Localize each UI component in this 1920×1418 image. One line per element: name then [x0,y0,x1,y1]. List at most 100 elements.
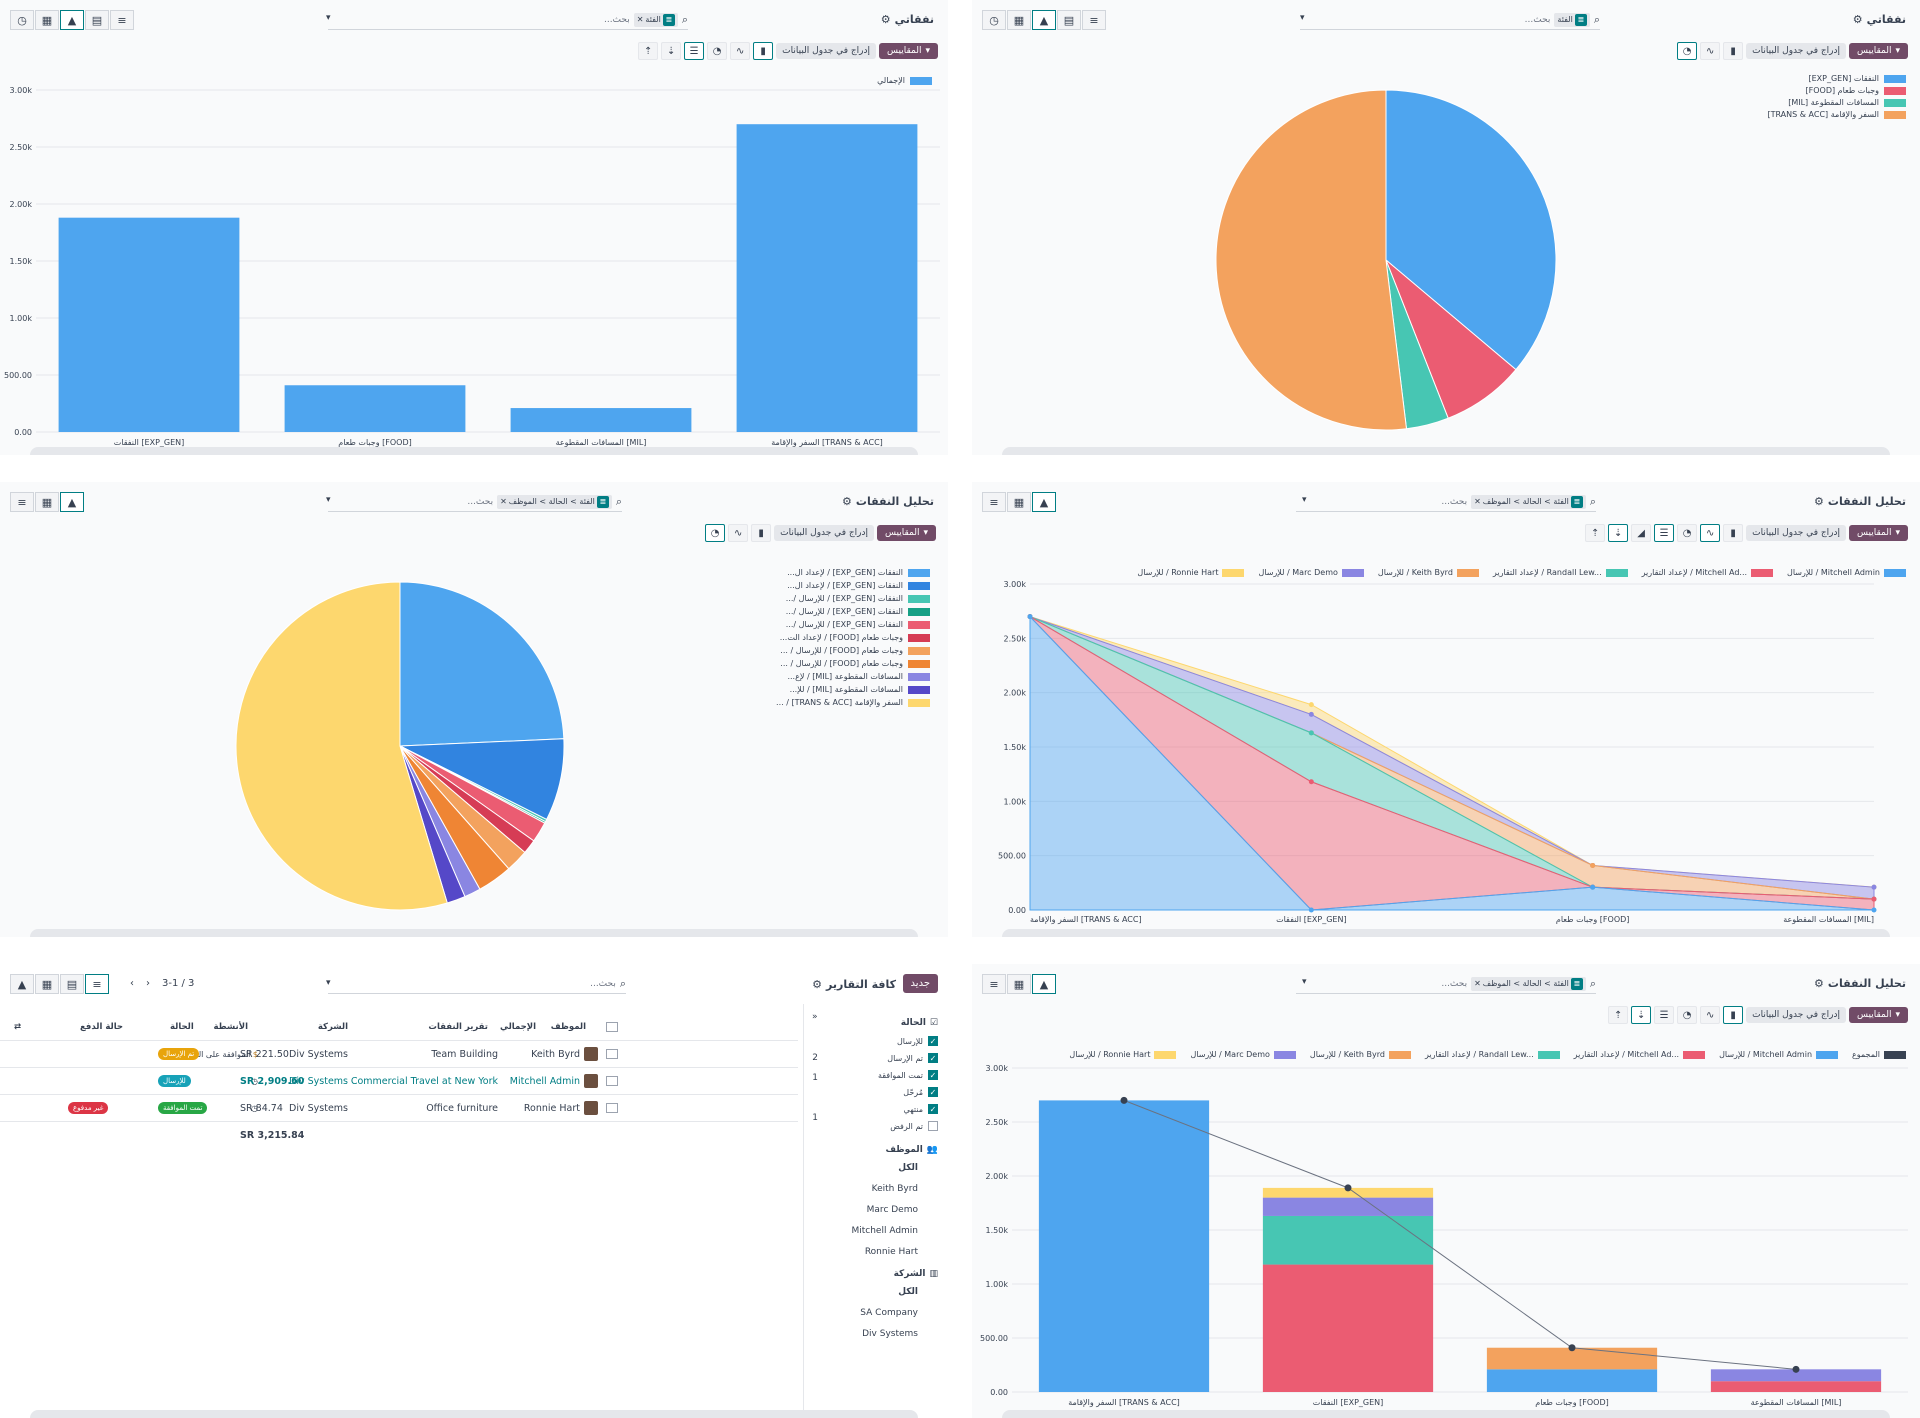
measures-button[interactable]: المقاييس ▾ [1849,1007,1908,1023]
scrollbar[interactable] [1002,447,1890,455]
activity-cell[interactable]: $ الموافقة على النفقة [183,1049,258,1059]
table-row[interactable]: Keith Byrd Team Building Div Systems $ ا… [0,1041,798,1068]
legend-item[interactable]: لإعداد التقارير / Mitchell Ad... [1642,568,1774,577]
kanban-view-button[interactable]: ▤ [60,974,84,994]
legend-item[interactable]: النفقات [EXP_GEN] / للإرسال /... [776,620,930,629]
collapse-icon[interactable]: « [812,1012,818,1022]
pie-chart-icon[interactable]: ◔ [1677,1006,1698,1024]
insert-spreadsheet-button[interactable]: إدراج في جدول البيانات [1746,525,1847,541]
list-view-button[interactable]: ≡ [982,492,1006,512]
search-input[interactable]: بحث... [467,496,494,507]
legend-item[interactable]: للإرسال / Marc Demo [1190,1050,1296,1059]
close-icon[interactable]: ✕ [636,15,644,24]
legend-item[interactable]: المسافات المقطوعة [MIL] [1767,98,1906,107]
kanban-view-button[interactable]: ▤ [85,10,109,30]
status-filter-item[interactable]: ✓ للإرسال [814,1036,938,1046]
gear-icon[interactable]: ⚙ [812,978,823,991]
line-chart-icon[interactable]: ∿ [1700,1006,1721,1024]
search-input[interactable]: بحث... [590,978,616,989]
scrollbar[interactable] [30,929,918,937]
activity-cell[interactable]: ◷ [251,1103,258,1113]
graph-view-button[interactable]: ▲ [10,974,34,994]
pivot-view-button[interactable]: ▦ [35,974,59,994]
gear-icon[interactable]: ⚙ [1814,495,1824,508]
measures-button[interactable]: المقاييس ▾ [1849,525,1908,541]
employee-filter-item[interactable]: Keith Byrd [871,1184,918,1194]
insert-spreadsheet-button[interactable]: إدراج في جدول البيانات [1746,43,1847,59]
chevron-down-icon[interactable]: ▾ [326,978,331,988]
filter-checkbox[interactable]: ✓ [928,1087,938,1097]
bar-chart-icon[interactable]: ▮ [1723,1006,1744,1024]
ascending-icon[interactable]: ⇡ [1608,1006,1629,1024]
measures-button[interactable]: المقاييس ▾ [1849,43,1908,59]
search-icon[interactable]: ⌕ [681,12,688,26]
chevron-down-icon[interactable]: ▾ [326,13,331,23]
search-input[interactable]: بحث... [1441,496,1468,507]
row-checkbox[interactable] [606,1076,618,1086]
status-filter-item[interactable]: ✓ تمت الموافقة [814,1070,938,1080]
status-filter-item[interactable]: ✓ تم الإرسال [814,1053,938,1063]
list-view-button[interactable]: ≡ [1082,10,1106,30]
pie-chart-icon[interactable]: ◔ [705,524,726,542]
status-filter-item[interactable]: ✓ مُرحّل [814,1087,938,1097]
table-row[interactable]: Ronnie Hart Office furniture Div Systems… [0,1095,798,1122]
company-column-header[interactable]: الشركة [317,1022,348,1032]
legend-item[interactable]: المسافات المقطوعة [MIL] / للإ... [776,685,930,694]
legend-item[interactable]: للإرسال / Keith Byrd [1378,568,1479,577]
legend-item[interactable]: الإجمالي [877,76,932,85]
report-column-header[interactable]: تقرير النفقات [428,1022,488,1032]
pie-chart-icon[interactable]: ◔ [1677,524,1698,542]
legend-item[interactable]: للإرسال / Mitchell Admin [1719,1050,1839,1059]
stacked-icon[interactable]: ☰ [1654,524,1675,542]
legend-item[interactable]: للإرسال / Ronnie Hart [1137,568,1245,577]
legend-item[interactable]: وجبات طعام [FOOD] / لإعداد الت... [776,633,930,642]
employee-filter-item[interactable]: Mitchell Admin [851,1226,918,1236]
employee-filter-item[interactable]: الكل [898,1163,918,1173]
search-icon[interactable]: ⌕ [615,494,622,508]
close-icon[interactable]: ✕ [500,497,507,506]
pivot-view-button[interactable]: ▦ [35,492,59,512]
status-filter-item[interactable]: تم الرفض [814,1121,938,1131]
list-view-button[interactable]: ≡ [85,974,109,994]
filter-checkbox[interactable]: ✓ [928,1070,938,1080]
close-icon[interactable]: ✕ [1474,979,1481,988]
scrollbar[interactable] [1002,929,1890,937]
legend-item[interactable]: النفقات [EXP_GEN] [1767,74,1906,83]
legend-item[interactable]: لإعداد التقارير / Randall Lew... [1425,1050,1560,1059]
employee-column-header[interactable]: الموظف [550,1022,586,1032]
search-icon[interactable]: ⌕ [1593,12,1600,26]
legend-item[interactable]: المجموع [1852,1050,1906,1059]
pivot-view-button[interactable]: ▦ [1007,974,1031,994]
employee-filter-item[interactable]: Marc Demo [866,1205,918,1215]
legend-item[interactable]: النفقات [EXP_GEN] / للإرسال /... [776,607,930,616]
company-filter-item[interactable]: SA Company [860,1308,918,1318]
measures-button[interactable]: المقاييس ▾ [877,525,936,541]
kanban-view-button[interactable]: ▤ [1057,10,1081,30]
status-filter-item[interactable]: ✓ منتهي [814,1104,938,1114]
legend-item[interactable]: النفقات [EXP_GEN] / لإعداد ال... [776,568,930,577]
legend-item[interactable]: للإرسال / Ronnie Hart [1069,1050,1177,1059]
insert-spreadsheet-button[interactable]: إدراج في جدول البيانات [774,525,875,541]
graph-view-button[interactable]: ▲ [60,10,84,30]
descending-icon[interactable]: ⇣ [1608,524,1629,542]
list-view-button[interactable]: ≡ [110,10,134,30]
legend-item[interactable]: النفقات [EXP_GEN] / للإرسال /... [776,594,930,603]
total-column-header[interactable]: الإجمالي [500,1022,537,1032]
cumulative-icon[interactable]: ◢ [1631,524,1652,542]
pie-chart-icon[interactable]: ◔ [707,42,728,60]
bar-chart-icon[interactable]: ▮ [1723,42,1744,60]
legend-item[interactable]: وجبات طعام [FOOD] / للإرسال / ... [776,646,930,655]
insert-spreadsheet-button[interactable]: إدراج في جدول البيانات [776,43,877,59]
payment-column-header[interactable]: حالة الدفع [80,1022,124,1032]
ascending-icon[interactable]: ⇡ [1585,524,1606,542]
filter-checkbox[interactable]: ✓ [928,1053,938,1063]
measures-button[interactable]: المقاييس ▾ [879,43,938,59]
row-checkbox[interactable] [606,1103,618,1113]
employee-filter-item[interactable]: Ronnie Hart [864,1247,918,1257]
search-input[interactable]: بحث... [1441,978,1468,989]
list-view-button[interactable]: ≡ [982,974,1006,994]
bar-chart-icon[interactable]: ▮ [753,42,774,60]
line-chart-icon[interactable]: ∿ [728,524,749,542]
line-chart-icon[interactable]: ∿ [730,42,751,60]
legend-item[interactable]: النفقات [EXP_GEN] / لإعداد ال... [776,581,930,590]
